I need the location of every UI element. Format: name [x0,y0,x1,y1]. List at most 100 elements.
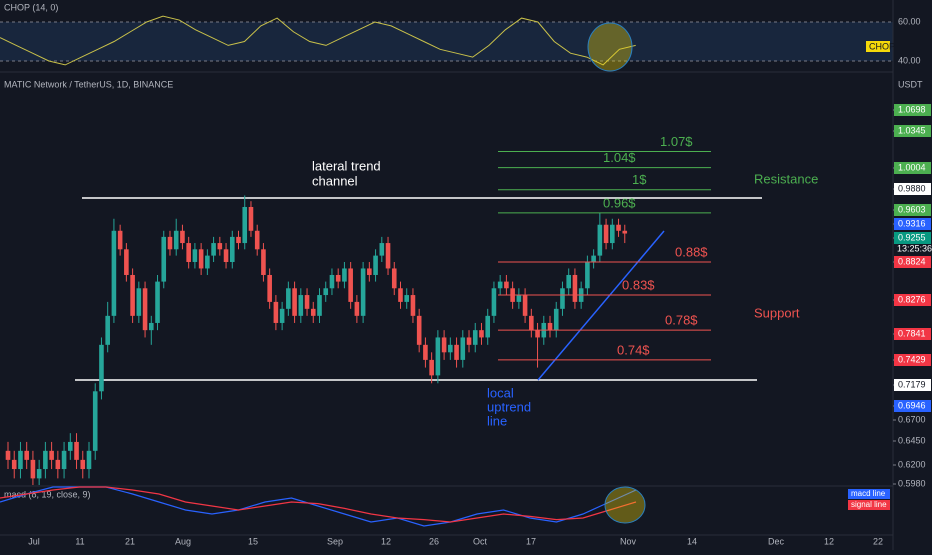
candle-body [286,288,291,309]
x-tick-label: Oct [473,536,488,546]
candle-body [572,274,578,302]
x-tick-label: 15 [248,536,258,546]
currency-label: USDT [898,79,923,89]
price-tag-text: 0.7841 [898,328,926,338]
legend-tag [848,500,890,510]
annotation: channel [312,173,358,188]
candle-body [18,450,23,470]
candle-body [404,295,410,302]
macd-label: macd (8, 19, close, 9) [4,489,91,499]
price-tag-text: 0.9603 [898,204,926,214]
candle-body [373,255,378,275]
candle-body [454,344,459,360]
candle-body [585,262,590,289]
level-label: 1$ [632,172,647,187]
candle-body [5,450,11,460]
price-tag [894,379,931,391]
candle-body [466,337,472,345]
x-tick-label: Dec [768,536,785,546]
x-tick-label: 12 [824,536,834,546]
x-tick-label: 22 [873,536,883,546]
candle-body [186,243,191,262]
countdown: 13:25:36 [897,243,932,253]
candle-body [391,268,397,289]
candle-body [99,344,104,392]
chop-label: CHOP (14, 0) [4,2,58,12]
candle-body [292,288,297,316]
candle-body [610,224,615,244]
candle-body [310,308,316,316]
candle-body [111,230,117,316]
candle-body [80,459,86,470]
candle-body [117,230,123,250]
price-tag [894,183,931,195]
candle-body [323,288,329,296]
candle-body [124,249,129,275]
candle-body [535,330,540,338]
candle-body [68,441,73,451]
candle-body [591,255,596,262]
candle-body [273,301,279,323]
candle-body [472,330,478,345]
candle-body [30,459,36,479]
candle-body [416,315,422,345]
candle-body [367,268,372,275]
candle-body [142,288,148,331]
candle-body [279,308,285,323]
annotation: line [487,413,507,428]
candle-body [148,322,154,331]
candle-body [485,315,491,338]
level-label: 0.88$ [675,244,708,259]
annotation: uptrend [487,399,531,414]
candle-body [173,230,179,250]
chop-line [0,15,636,66]
candle-body [180,230,185,244]
price-tag-text: 1.0004 [898,162,926,172]
candle-body [261,249,266,275]
x-tick-label: Aug [175,536,191,546]
x-tick-label: 12 [381,536,391,546]
price-tag [894,294,931,306]
candle-body [43,450,48,470]
candle-body [317,295,322,316]
candle-body [603,224,609,244]
annotation: Support [754,305,800,320]
candle-body [229,236,235,262]
x-tick-label: Sep [327,536,343,546]
candle-body [354,301,360,316]
candle-body [205,255,210,269]
chop-tag [866,41,890,52]
level-label: 0.83$ [622,277,655,292]
candle-body [441,337,447,353]
candle-body [342,268,347,282]
x-tick-label: 17 [526,536,536,546]
level-label: 0.74$ [617,342,650,357]
candle-body [49,450,54,460]
candle-body [379,243,385,256]
candle-body [105,315,110,345]
level-label: 0.78$ [665,313,698,328]
candle-body [192,249,198,262]
price-tag-text: 1.0345 [898,125,926,135]
price-tag-text: 0.9316 [898,218,926,228]
price-tag [894,328,931,340]
macd-line [0,486,637,523]
price-tag-text: 0.8276 [898,294,926,304]
price-tag-text: 0.8824 [898,256,926,266]
candle-body [435,337,441,376]
candle-body [304,295,310,309]
candle-body [479,330,484,338]
candle-body [36,469,42,479]
price-tag [894,256,931,268]
candle-body [398,288,403,302]
x-tick-label: 11 [75,536,84,546]
price-tag [894,232,931,244]
uptrend-line [537,230,665,381]
level-label: 1.04$ [603,150,636,165]
candle-body [55,459,61,470]
price-tag-text: 0.6450 [898,435,926,445]
candle-body [130,274,135,316]
annotation: lateral trend [312,158,381,173]
